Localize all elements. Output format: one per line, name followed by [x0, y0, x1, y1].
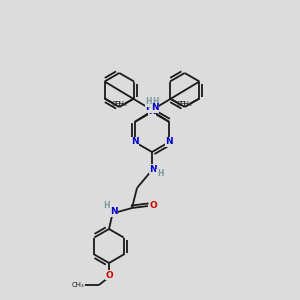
Text: H: H: [146, 98, 152, 106]
Text: CH₃: CH₃: [177, 100, 189, 106]
Text: H: H: [157, 169, 163, 178]
Text: N: N: [166, 137, 173, 146]
Text: N: N: [149, 164, 157, 173]
Text: O: O: [149, 202, 157, 211]
Text: N: N: [131, 137, 139, 146]
Text: CH₃: CH₃: [180, 100, 193, 106]
Text: CH₃: CH₃: [115, 100, 127, 106]
Text: N: N: [110, 208, 118, 217]
Text: CH₃: CH₃: [111, 100, 124, 106]
Text: N: N: [146, 103, 153, 112]
Text: N: N: [148, 107, 156, 116]
Text: N: N: [151, 103, 158, 112]
Text: H: H: [104, 202, 110, 211]
Text: H: H: [152, 98, 159, 106]
Text: O: O: [105, 271, 113, 280]
Text: CH₃: CH₃: [71, 282, 84, 288]
